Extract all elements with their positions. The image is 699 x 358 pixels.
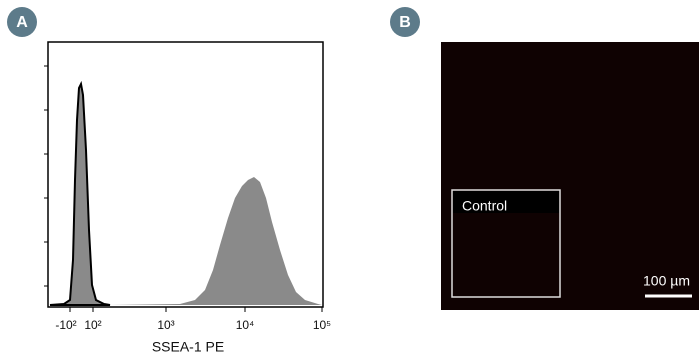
figure: A -10² 10² 10³ 10⁴ 10⁵ SSEA-1 PE B Contr… <box>0 0 699 358</box>
x-tick-label: 10⁴ <box>236 318 255 332</box>
scale-bar-label: 100 µm <box>643 273 690 289</box>
inset-label: Control <box>462 198 507 214</box>
page: A -10² 10² 10³ 10⁴ 10⁵ SSEA-1 PE B Contr… <box>0 0 699 358</box>
ssea1-histogram <box>110 177 322 305</box>
x-tick-label: 10³ <box>157 318 174 332</box>
panel-label: A <box>16 14 28 31</box>
control-histogram <box>50 84 110 305</box>
x-axis-label: SSEA-1 PE <box>152 339 224 355</box>
x-tick-label: -10² <box>55 318 76 332</box>
panel-label: B <box>399 14 411 31</box>
x-tick-label: 10⁵ <box>313 318 331 332</box>
x-tick-label: 10² <box>84 318 101 332</box>
micrograph <box>441 42 699 310</box>
